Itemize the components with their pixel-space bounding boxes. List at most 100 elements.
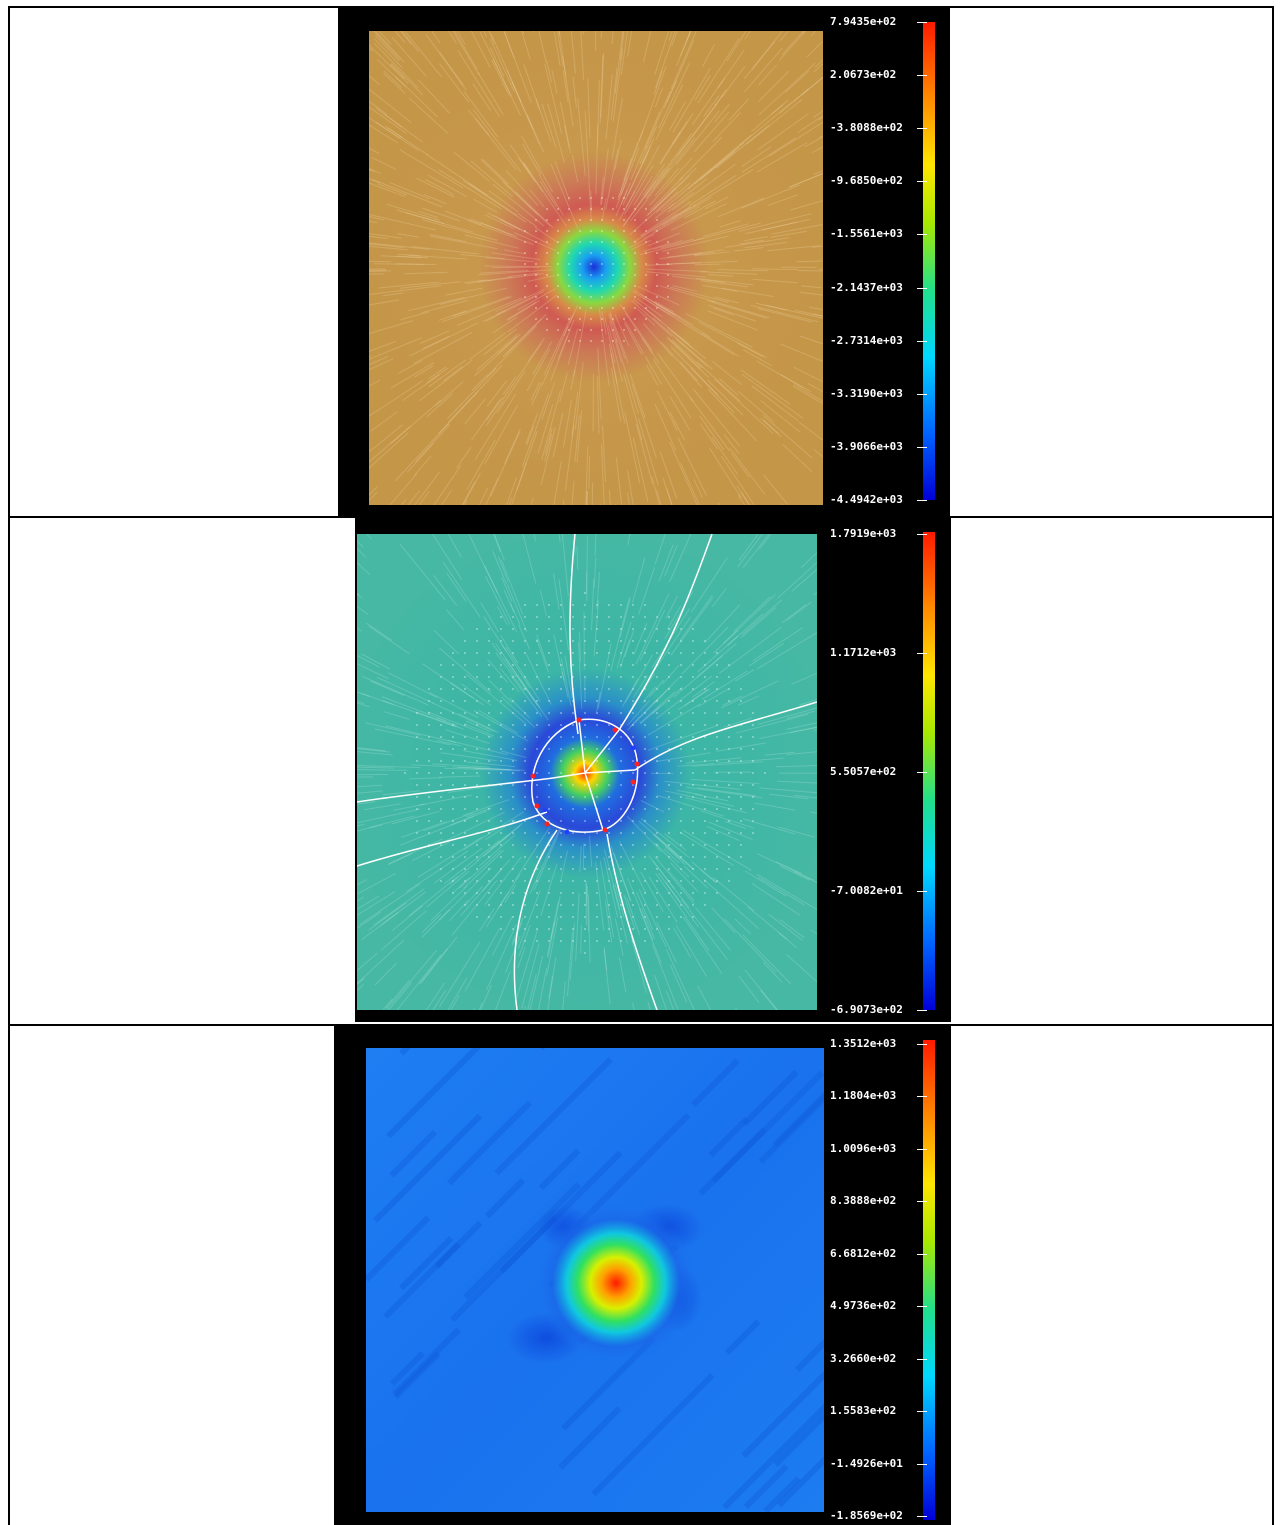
texture-streak [418, 79, 451, 115]
texture-streak [718, 378, 739, 396]
texture-streak [736, 485, 751, 505]
vector-glyph [644, 808, 646, 810]
vector-glyph [579, 197, 581, 199]
vector-glyph [612, 208, 614, 210]
texture-streak [734, 918, 751, 935]
texture-streak [731, 452, 750, 478]
texture-streak [656, 262, 702, 266]
vector-glyph [620, 628, 622, 630]
texture-streak [538, 31, 547, 63]
vector-glyph [476, 820, 478, 822]
texture-streak [488, 31, 496, 45]
vector-glyph [620, 808, 622, 810]
texture-streak [764, 751, 795, 756]
vector-glyph [560, 892, 562, 894]
vector-glyph [524, 688, 526, 690]
texture-streak [503, 31, 508, 39]
texture-streak [423, 193, 447, 205]
texture-streak [506, 300, 540, 322]
vector-glyph [557, 285, 559, 287]
vector-glyph [596, 892, 598, 894]
texture-streak [407, 489, 421, 505]
texture-streak [540, 863, 558, 916]
texture-streak [422, 219, 498, 241]
vector-glyph [632, 916, 634, 918]
texture-streak [374, 31, 405, 63]
texture-streak [641, 213, 677, 237]
vector-glyph [692, 784, 694, 786]
texture-streak [420, 936, 458, 984]
vector-glyph [535, 263, 537, 265]
vector-glyph [632, 832, 634, 834]
texture-streak [383, 1241, 461, 1320]
vector-glyph [584, 952, 586, 954]
texture-streak [597, 348, 602, 420]
colorbar-tick-mark [917, 1201, 927, 1203]
texture-streak [564, 125, 570, 148]
texture-streak [786, 601, 812, 621]
texture-streak [401, 31, 419, 52]
vector-glyph [572, 676, 574, 678]
texture-streak [668, 31, 673, 41]
texture-streak [620, 147, 640, 196]
texture-streak [357, 776, 374, 778]
texture-streak [450, 810, 488, 826]
vector-glyph [584, 748, 586, 750]
texture-streak [711, 1070, 824, 1184]
texture-streak [370, 411, 398, 432]
vector-glyph [668, 880, 670, 882]
texture-streak [527, 337, 545, 362]
vector-glyph [680, 844, 682, 846]
texture-streak [457, 50, 501, 118]
colorbar-tick-label: -1.8569e+02 [830, 1509, 903, 1522]
texture-streak [478, 709, 518, 734]
vector-glyph [716, 688, 718, 690]
texture-streak [357, 824, 382, 832]
vector-glyph [596, 916, 598, 918]
texture-streak [672, 67, 711, 133]
texture-streak [560, 850, 568, 880]
vector-glyph [476, 772, 478, 774]
texture-streak [507, 294, 558, 333]
vector-glyph [500, 892, 502, 894]
texture-streak [685, 323, 735, 356]
vector-glyph [623, 274, 625, 276]
vector-glyph [452, 844, 454, 846]
vector-glyph [608, 628, 610, 630]
texture-streak [703, 879, 760, 930]
texture-streak [382, 292, 404, 297]
vector-glyph [584, 868, 586, 870]
vector-glyph [644, 928, 646, 930]
vector-glyph [596, 616, 598, 618]
vector-glyph [620, 796, 622, 798]
texture-streak [562, 55, 574, 127]
texture-streak [371, 156, 397, 170]
texture-streak [357, 747, 387, 752]
texture-streak [793, 383, 823, 403]
colorbar-tick-mark [917, 75, 927, 77]
vector-glyph [620, 664, 622, 666]
texture-streak [656, 390, 678, 431]
texture-streak [640, 706, 661, 725]
texture-streak [624, 654, 654, 703]
texture-streak [368, 625, 410, 655]
panel-b-field [357, 534, 817, 1010]
texture-streak [692, 761, 763, 767]
texture-streak [386, 950, 437, 1010]
vector-glyph [704, 748, 706, 750]
vector-glyph [623, 208, 625, 210]
vector-glyph [601, 274, 603, 276]
texture-streak [655, 303, 711, 338]
texture-streak [385, 725, 457, 744]
texture-streak [548, 975, 554, 999]
vector-glyph [584, 592, 586, 594]
texture-streak [446, 1100, 532, 1186]
vector-glyph [560, 904, 562, 906]
texture-streak [752, 278, 798, 284]
texture-streak [588, 455, 591, 489]
texture-streak [758, 534, 772, 550]
texture-streak [394, 31, 406, 43]
texture-streak [483, 565, 518, 633]
vector-glyph [692, 892, 694, 894]
vector-glyph [608, 676, 610, 678]
